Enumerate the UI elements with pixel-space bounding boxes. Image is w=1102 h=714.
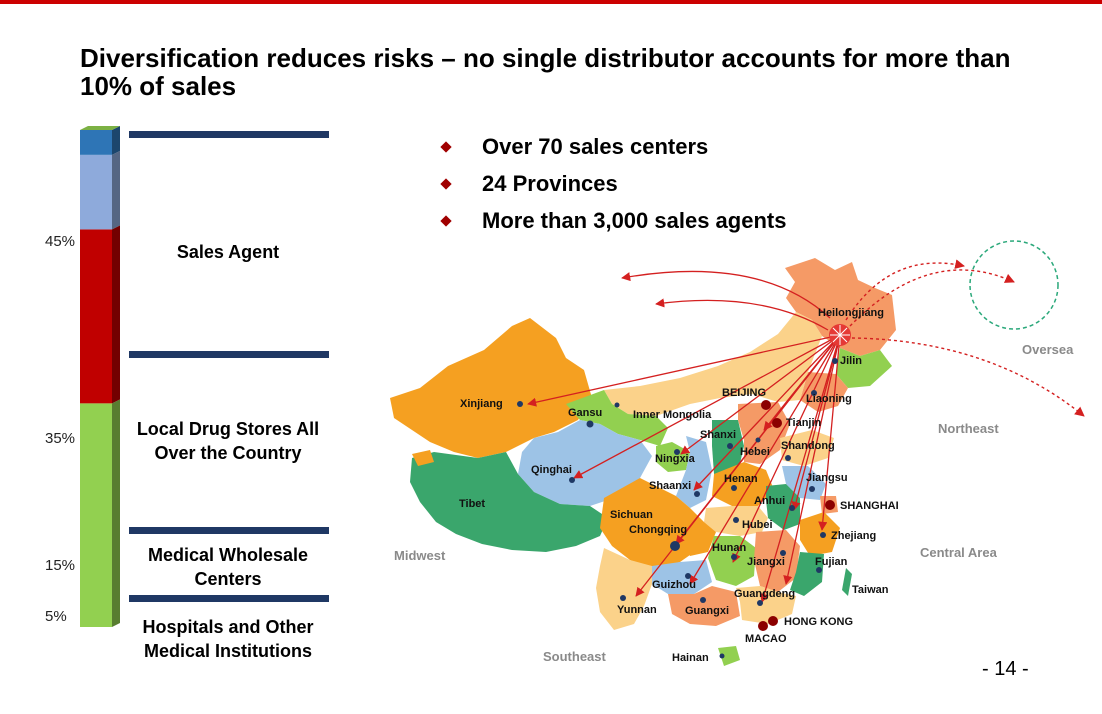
province-label: Chongqing — [629, 524, 687, 536]
region-label: Northeast — [938, 421, 999, 436]
province-label: Jiangxi — [747, 556, 785, 568]
province-label: Jilin — [840, 355, 862, 367]
separator-line — [129, 527, 329, 534]
separator-line — [129, 131, 329, 138]
top-accent-line — [0, 0, 1102, 4]
province-guangdong — [736, 586, 796, 624]
province-label: Ningxia — [655, 453, 696, 465]
province-label: Henan — [724, 473, 758, 485]
province-label: Shaanxi — [649, 480, 691, 492]
region-label: Southeast — [543, 649, 607, 664]
province-guizhou — [652, 560, 712, 594]
province-label: Shanxi — [700, 429, 736, 441]
province-label: Xinjiang — [460, 398, 503, 410]
province-label: SHANGHAI — [840, 500, 899, 512]
separator-line — [129, 595, 329, 602]
category-label-sales-agent: Sales Agent — [176, 242, 280, 262]
region-label: Midwest — [394, 548, 446, 563]
bar-segment-side — [112, 225, 120, 404]
province-label: Tianjin — [786, 417, 822, 429]
province-gansu — [566, 390, 668, 446]
city-dots — [517, 358, 838, 659]
province-label: Inner Mongolia — [633, 409, 712, 421]
province-label: Shandong — [781, 440, 835, 452]
bar-segment-side — [112, 399, 120, 627]
oversea-circle — [969, 240, 1059, 330]
province-label: Hebei — [740, 446, 770, 458]
stacked-bar-chart — [80, 126, 120, 627]
province-label: BEIJING — [722, 387, 766, 399]
province-label: Guizhou — [652, 579, 696, 591]
province-label: Qinghai — [531, 464, 572, 476]
province-hunan — [708, 536, 756, 586]
province-anhui — [766, 484, 800, 530]
province-label: Hubei — [742, 519, 773, 531]
province-label: Sichuan — [610, 509, 653, 521]
bullet-item: 24 Provinces — [438, 165, 786, 202]
category-label-drug-stores: Local Drug Stores All Over the Country — [136, 419, 320, 463]
province-jiangsu — [782, 466, 826, 500]
province-shaanxi — [676, 436, 712, 508]
bar-top-face — [80, 126, 120, 130]
province-label: Hainan — [672, 652, 709, 664]
province-chongqing — [680, 522, 716, 556]
category-label-hospitals: Hospitals and Other Medical Institutions — [142, 617, 314, 661]
hub-rays — [830, 325, 850, 345]
separator-line — [129, 351, 329, 358]
page-number: - 14 - — [982, 658, 1029, 680]
province-heilongjiang — [785, 258, 896, 356]
province-jilin — [836, 348, 892, 388]
bar-segment-side — [112, 126, 120, 155]
province-hainan — [718, 646, 740, 666]
province-label: Heilongjiang — [818, 307, 884, 319]
province-fujian — [790, 552, 824, 596]
bar-segment-1 — [80, 229, 112, 404]
oversea-arrows — [845, 259, 1085, 417]
province-xinjiang — [390, 318, 592, 458]
slide-title: Diversification reduces risks – no singl… — [80, 43, 1011, 101]
province-label: Jiangsu — [806, 472, 848, 484]
province-label: Fujian — [815, 556, 848, 568]
bar-segment-2 — [80, 154, 112, 230]
province-label: Taiwan — [852, 584, 889, 596]
bar-segment-0 — [80, 403, 112, 627]
province-label: Tibet — [459, 498, 485, 510]
bar-segment-side — [112, 150, 120, 230]
province-qinghai — [518, 420, 652, 506]
province-label: Guangdeng — [734, 588, 795, 600]
diamond-bullet-icon — [440, 140, 452, 153]
province-label: HONG KONG — [784, 616, 853, 628]
province-guangxi — [668, 586, 740, 626]
major-city-markers — [758, 400, 835, 631]
province-label: Hunan — [712, 542, 747, 554]
province-label: Gansu — [568, 407, 602, 419]
diamond-bullet-icon — [440, 177, 452, 190]
value-label-wholesale: 15% — [45, 557, 76, 574]
province-label: Liaoning — [806, 393, 852, 405]
province-tibet — [410, 452, 608, 552]
bullet-item: Over 70 sales centers — [438, 128, 786, 165]
bar-segment-3 — [80, 130, 112, 155]
category-label-wholesale: Medical Wholesale Centers — [147, 545, 309, 589]
distribution-arrows — [527, 270, 841, 603]
province-label: Anhui — [754, 495, 785, 507]
bullet-item: More than 3,000 sales agents — [438, 202, 786, 239]
diamond-bullet-icon — [440, 214, 452, 227]
province-taiwan — [842, 568, 852, 596]
province-label: Yunnan — [617, 604, 657, 616]
province-label: Guangxi — [685, 605, 729, 617]
china-distribution-map: Heilongjiang Jilin Liaoning BEIJING Tianjin H… — [390, 240, 1085, 666]
province-henan — [712, 462, 774, 506]
province-yunnan — [596, 548, 652, 630]
province-label: MACAO — [745, 633, 787, 645]
province-sichuan-west-patch — [412, 450, 434, 466]
value-label-hospitals: 5% — [45, 608, 67, 625]
province-zhejiang — [800, 512, 840, 556]
region-label: Central Area — [920, 545, 998, 560]
value-label-sales-agent: 45% — [45, 233, 76, 250]
province-label: Zhejiang — [831, 530, 876, 542]
value-label-drug-stores: 35% — [45, 430, 76, 447]
key-facts-list: Over 70 sales centers 24 Provinces More … — [438, 128, 786, 239]
region-label: Oversea — [1022, 342, 1074, 357]
